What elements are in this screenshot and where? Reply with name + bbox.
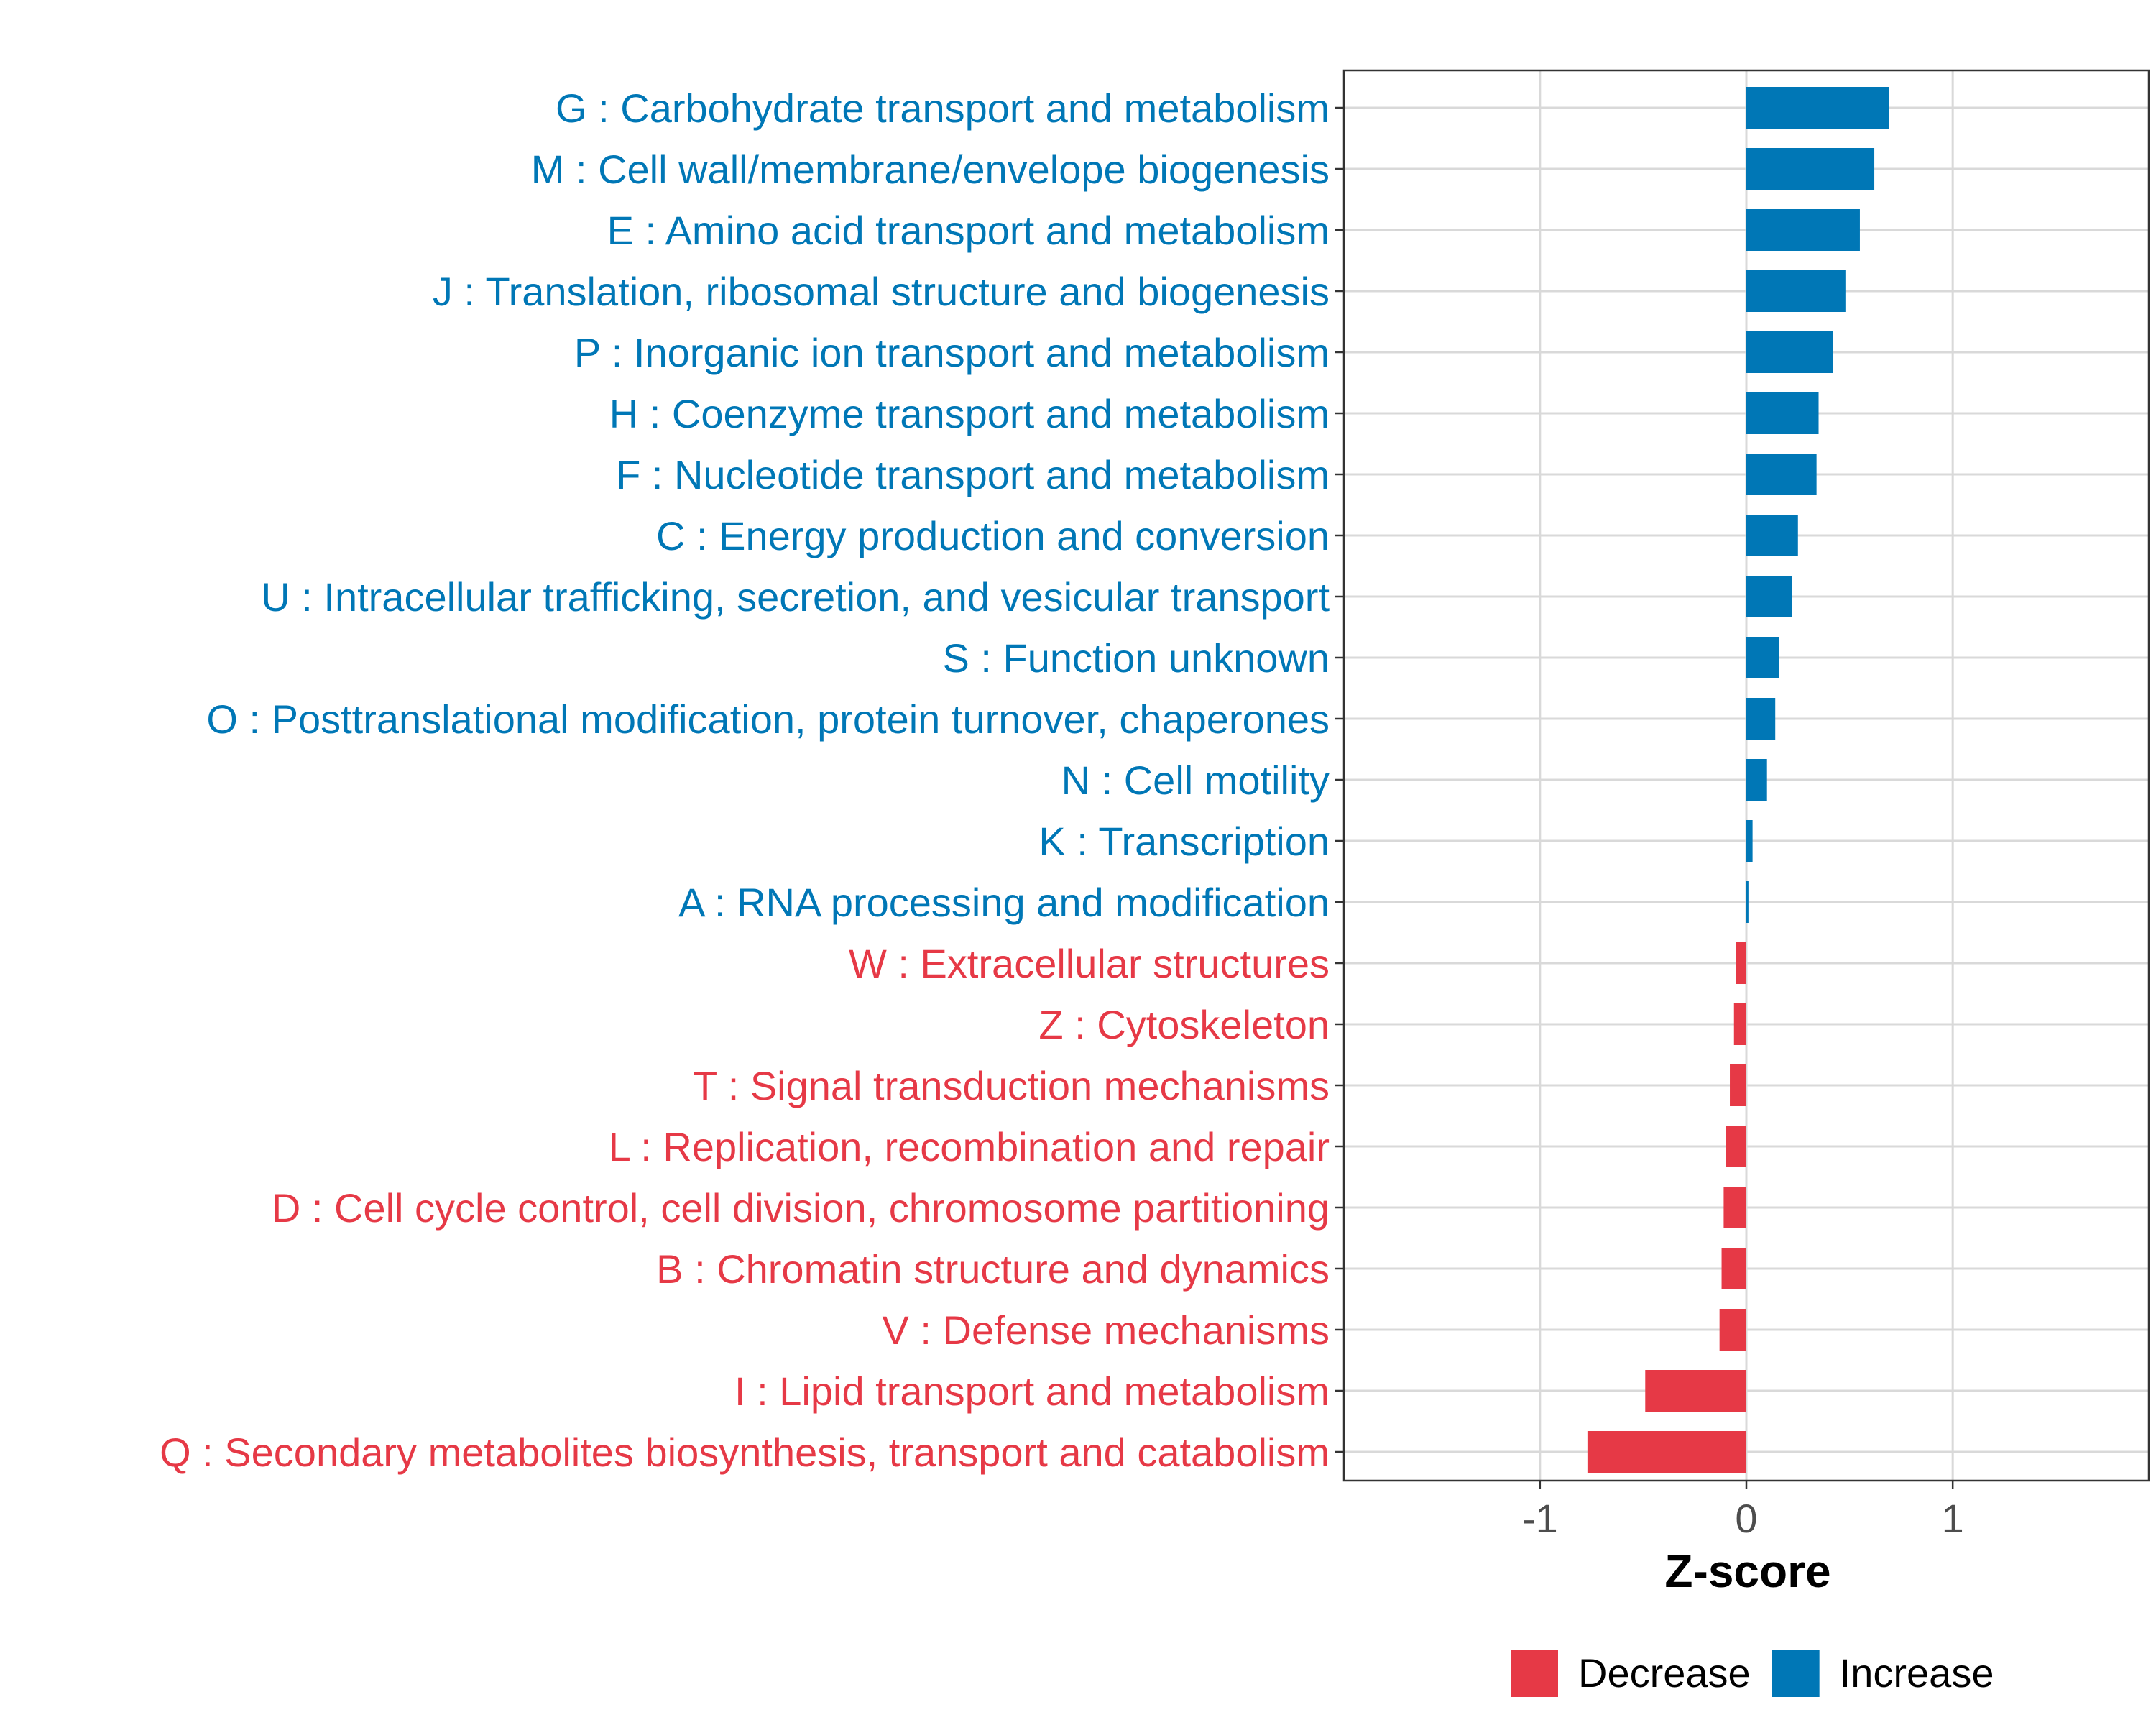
legend-key (1772, 1650, 1820, 1697)
category-label: V : Defense mechanisms (883, 1307, 1330, 1353)
legend-label: Decrease (1578, 1650, 1751, 1696)
bars (1587, 87, 1889, 1473)
legend: Decrease Increase (1511, 1650, 1994, 1697)
category-label: I : Lipid transport and metabolism (734, 1368, 1330, 1414)
category-label: T : Signal transduction mechanisms (693, 1063, 1330, 1108)
category-label: O : Posttranslational modification, prot… (206, 696, 1330, 742)
bar (1746, 637, 1779, 678)
bar (1746, 759, 1767, 801)
category-label: E : Amino acid transport and metabolism (607, 208, 1330, 253)
bar (1746, 454, 1817, 495)
category-label: F : Nucleotide transport and metabolism (616, 452, 1330, 497)
bar (1746, 881, 1749, 923)
legend-key (1511, 1650, 1558, 1697)
category-label: M : Cell wall/membrane/envelope biogenes… (531, 147, 1330, 192)
x-tick-label: -1 (1522, 1496, 1558, 1541)
bar (1746, 392, 1819, 434)
category-label: L : Replication, recombination and repai… (609, 1124, 1330, 1169)
category-label: J : Translation, ribosomal structure and… (433, 269, 1330, 314)
x-tick-label: 0 (1735, 1496, 1757, 1541)
bar (1736, 942, 1746, 984)
y-tick-marks (1335, 106, 1344, 1453)
bar (1645, 1370, 1746, 1412)
x-axis-title: Z-score (1664, 1545, 1830, 1597)
category-label: B : Chromatin structure and dynamics (656, 1246, 1330, 1292)
category-label: P : Inorganic ion transport and metaboli… (574, 330, 1330, 375)
category-label: H : Coenzyme transport and metabolism (609, 391, 1330, 436)
x-axis-ticks: -1 0 1 (1522, 1481, 1964, 1541)
bar (1746, 515, 1798, 556)
category-label: C : Energy production and conversion (656, 513, 1330, 558)
category-label: W : Extracellular structures (849, 941, 1330, 986)
bar (1587, 1431, 1746, 1473)
category-label: A : RNA processing and modification (678, 880, 1330, 925)
category-label: N : Cell motility (1061, 758, 1330, 803)
category-label: S : Function unknown (942, 635, 1330, 681)
bar (1723, 1187, 1746, 1228)
x-tick-label: 1 (1942, 1496, 1964, 1541)
bar (1746, 331, 1833, 373)
bar (1746, 148, 1875, 190)
category-label: K : Transcription (1038, 819, 1330, 864)
bar (1746, 209, 1860, 251)
bar (1733, 1003, 1746, 1045)
category-label: D : Cell cycle control, cell division, c… (272, 1185, 1330, 1230)
category-label: U : Intracellular trafficking, secretion… (261, 574, 1330, 620)
bar (1746, 820, 1753, 862)
bar (1746, 576, 1792, 617)
bar (1746, 270, 1846, 312)
bar (1721, 1248, 1746, 1289)
bar (1746, 698, 1776, 740)
bar (1719, 1309, 1746, 1351)
bar (1746, 87, 1889, 129)
y-axis-labels: G : Carbohydrate transport and metabolis… (160, 86, 1330, 1475)
category-label: G : Carbohydrate transport and metabolis… (556, 86, 1330, 131)
bar (1726, 1126, 1746, 1167)
category-label: Z : Cytoskeleton (1038, 1002, 1330, 1047)
category-label: Q : Secondary metabolites biosynthesis, … (160, 1430, 1330, 1475)
bar (1730, 1064, 1746, 1106)
legend-label: Increase (1840, 1650, 1994, 1696)
